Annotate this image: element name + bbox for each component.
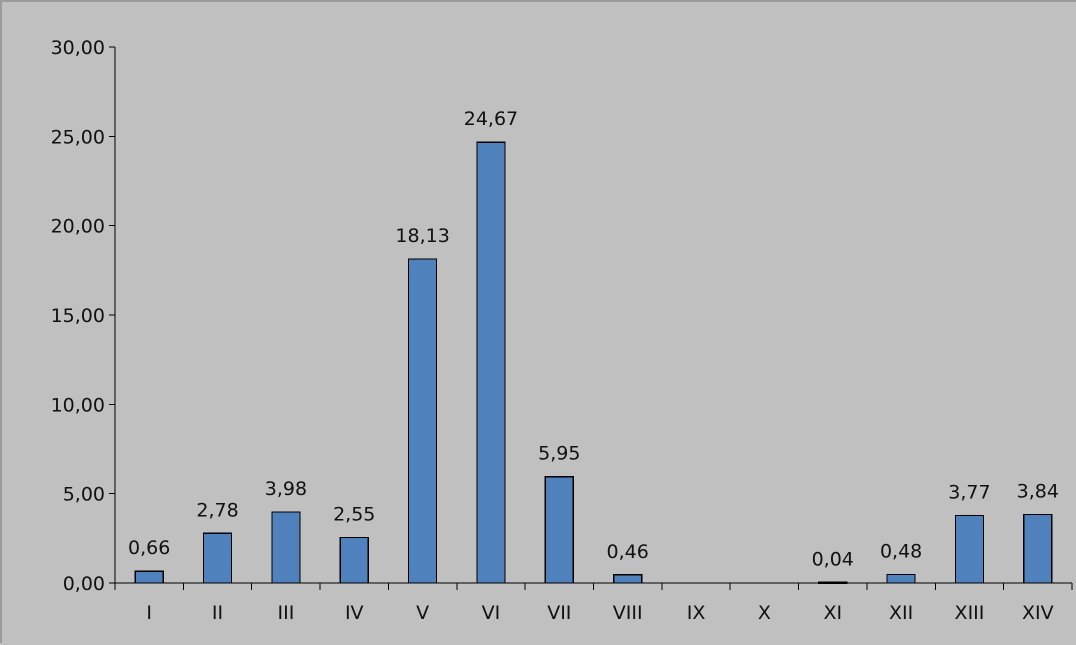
data-label: 0,66 — [128, 537, 170, 559]
data-label: 24,67 — [464, 108, 518, 130]
x-tick-label: XIII — [955, 602, 985, 624]
bar — [476, 141, 506, 584]
x-tick-label: VII — [547, 602, 571, 624]
y-tick-label: 0,00 — [63, 573, 105, 595]
bar — [613, 574, 643, 584]
bar — [886, 573, 916, 584]
y-tick-label: 20,00 — [51, 216, 105, 238]
data-label: 0,48 — [880, 540, 922, 562]
x-tick-label: X — [758, 602, 771, 624]
bars — [134, 141, 1053, 584]
y-tick-label: 5,00 — [63, 484, 105, 506]
y-tick-label: 25,00 — [51, 126, 105, 148]
data-label: 2,78 — [196, 499, 238, 521]
x-tick-label: IX — [687, 602, 706, 624]
x-tick-label: IV — [345, 602, 364, 624]
bar — [408, 258, 438, 584]
bar — [1023, 513, 1053, 584]
data-label: 5,95 — [538, 443, 580, 465]
data-label: 3,98 — [265, 478, 307, 500]
data-label: 18,13 — [395, 225, 449, 247]
data-label: 0,46 — [607, 541, 649, 563]
y-axis: 0,00 5,00 10,00 15,00 20,00 25,00 30,00 — [51, 37, 116, 595]
x-tick-label: V — [416, 602, 429, 624]
bar — [954, 515, 985, 584]
x-tick-label: XI — [823, 602, 842, 624]
data-label: 0,04 — [812, 548, 854, 570]
x-tick-label: VIII — [613, 602, 643, 624]
bar — [202, 532, 233, 584]
data-label: 3,77 — [948, 482, 990, 504]
x-tick-label: II — [212, 602, 223, 624]
bar — [134, 570, 164, 584]
x-tick-label: XII — [889, 602, 913, 624]
y-tick-label: 10,00 — [51, 394, 105, 416]
x-tick-label: I — [146, 602, 152, 624]
y-tick-label: 15,00 — [51, 305, 105, 327]
data-label: 3,84 — [1017, 480, 1059, 502]
data-labels: 0,66 2,78 3,98 2,55 18,13 24,67 5,95 0,46 0,04 0,… — [128, 108, 1059, 570]
y-tick-label: 30,00 — [51, 37, 105, 59]
bar — [818, 581, 848, 584]
x-axis: I II III IV V VI VII VIII IX X XI XII XIII XIV — [114, 582, 1073, 624]
bar — [544, 476, 574, 584]
x-tick-label: VI — [482, 602, 501, 624]
x-tick-label: III — [277, 602, 294, 624]
data-label: 2,55 — [333, 503, 375, 525]
bar — [339, 536, 369, 584]
x-tick-label: XIV — [1022, 602, 1054, 624]
bar — [271, 511, 301, 584]
